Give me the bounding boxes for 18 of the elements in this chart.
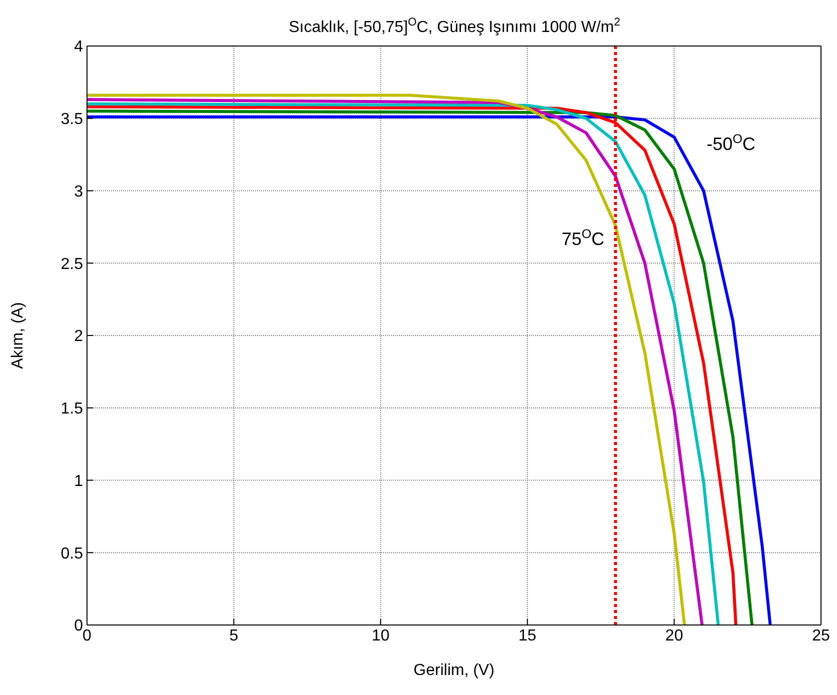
y-tick-label: 2.5 [60,256,84,273]
y-tick-label: 3.5 [60,111,84,128]
y-tick-label: 3 [74,183,84,200]
x-tick-label: 5 [229,627,238,644]
y-axis-title: Akım, (A) [10,302,27,369]
y-tick-label: 1.5 [60,400,84,418]
chart-title: Sıcaklık, [-50,75]$^{O}$C, Güneş Işınımı 1000 W/m$^{2}$ [288,16,620,36]
annotation: -50$^{O}$C [706,132,756,154]
y-tick-label: 2 [74,328,84,346]
x-tick-label: 20 [665,627,684,644]
x-tick-label: 15 [518,627,536,644]
y-tick-label: 4 [74,38,84,56]
y-tick-label: 1 [74,472,84,490]
y-tick-label: 0.5 [60,545,84,562]
x-tick-label: 10 [372,627,390,644]
x-tick-label: 25 [812,627,830,644]
annotation: 75$^{O}$C [562,226,604,249]
x-axis-title: Gerilim, (V) [414,662,494,679]
